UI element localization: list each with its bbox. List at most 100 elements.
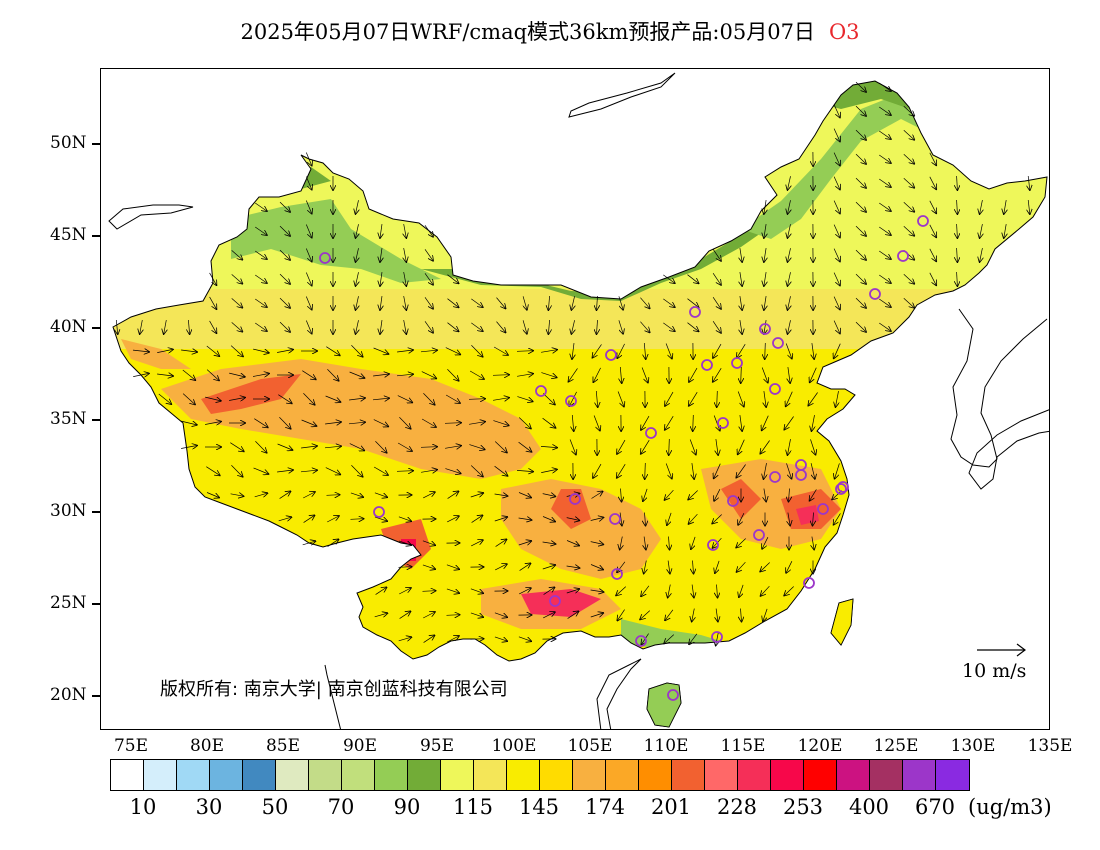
wind-arrow (741, 366, 742, 383)
wind-arrow (664, 634, 675, 644)
lon-label-85: 85E (265, 736, 301, 756)
wind-arrow (327, 516, 339, 523)
color-swatch (639, 760, 672, 790)
wind-arrow (277, 470, 293, 472)
color-scale (110, 759, 970, 791)
wind-arrow (373, 374, 389, 376)
wind-arrow (810, 367, 817, 383)
station-marker (817, 503, 829, 515)
wind-arrow (380, 248, 382, 262)
wind-arrow (421, 371, 436, 379)
wind-arrow (1004, 200, 1006, 214)
wind-arrow (230, 494, 244, 496)
wind-arrow (424, 297, 433, 308)
wind-arrow (738, 439, 745, 455)
wind-arrow (253, 348, 269, 353)
wind-arrow (855, 81, 866, 92)
lat-label-50: 50N (50, 133, 87, 153)
wind-arrow (689, 439, 696, 455)
wind-arrow (116, 319, 117, 334)
wind-arrow (445, 446, 461, 449)
wind-arrow (447, 298, 459, 308)
wind-arrow (665, 391, 674, 406)
station-marker (803, 577, 815, 589)
wind-arrow (687, 298, 699, 308)
wind-arrow (157, 374, 173, 376)
station-marker (835, 483, 847, 495)
wind-arrow (617, 391, 624, 407)
wind-arrow (665, 463, 672, 479)
wind-arrow (305, 248, 311, 262)
station-marker (645, 427, 657, 439)
wind-arrow (231, 322, 243, 331)
wind-arrow (808, 392, 818, 406)
wind-arrow (788, 367, 790, 383)
lon-label-80: 80E (189, 736, 225, 756)
wind-arrow (980, 248, 983, 262)
color-swatch (870, 760, 903, 790)
wind-arrow (590, 590, 604, 592)
wind-arrow (404, 320, 407, 334)
wind-arrow (424, 225, 433, 236)
wind-arrow (327, 369, 338, 380)
station-marker (635, 635, 647, 647)
wind-arrow (740, 272, 742, 286)
wind-arrow (929, 248, 936, 261)
wind-arrow (422, 564, 435, 569)
wind-arrow (447, 274, 459, 284)
wind-arrow (593, 344, 602, 357)
wind-arrow (356, 296, 359, 310)
wind-arrow (784, 416, 794, 430)
wind-arrow (879, 106, 891, 115)
station-marker (535, 385, 547, 397)
wind-arrow (447, 636, 459, 643)
wind-arrow (301, 419, 317, 426)
wind-arrow (566, 566, 580, 568)
wind-arrow (762, 537, 769, 549)
wind-arrow (788, 200, 791, 214)
wind-arrow (813, 512, 814, 526)
wind-arrow (305, 176, 311, 190)
wind-arrow (301, 446, 317, 448)
color-swatch (144, 760, 177, 790)
wind-arrow (305, 224, 311, 238)
wind-arrow (516, 470, 533, 471)
wind-arrow (303, 393, 314, 404)
wind-arrow (380, 272, 382, 286)
wind-arrow (231, 274, 243, 283)
wind-arrow (903, 202, 914, 211)
wind-arrow (188, 319, 189, 334)
wind-arrow (617, 561, 626, 572)
color-swatch (540, 760, 573, 790)
wind-arrow (326, 346, 339, 356)
color-swatch (408, 760, 441, 790)
wind-arrow (566, 518, 580, 521)
wind-arrow (762, 415, 769, 431)
wind-arrow (957, 223, 958, 238)
wind-arrow (470, 612, 483, 617)
wind-arrow (833, 248, 840, 262)
wind-arrow (663, 298, 674, 307)
wind-arrow (518, 518, 532, 520)
wind-arrow (423, 612, 435, 619)
wind-arrow (640, 610, 651, 620)
wind-arrow (548, 295, 549, 310)
wind-arrow (810, 463, 815, 479)
wind-arrow (616, 586, 627, 596)
wind-arrow (788, 248, 791, 262)
wind-arrow (879, 274, 891, 283)
color-swatch (606, 760, 639, 790)
lat-tick (92, 695, 100, 697)
wind-arrow (641, 415, 650, 430)
wind-arrow (617, 343, 625, 358)
wind-arrow (641, 367, 648, 383)
wind-arrow (833, 104, 840, 118)
wind-arrow (569, 439, 576, 455)
lat-tick (92, 419, 100, 421)
lon-label-135: 135E (1027, 736, 1073, 756)
title-text: 2025年05月07日WRF/cmaq模式36km预报产品:05月07日 (240, 20, 815, 44)
wind-arrow (279, 321, 290, 332)
lon-label-75: 75E (113, 736, 149, 756)
station-marker (795, 459, 807, 471)
station-marker (769, 383, 781, 395)
